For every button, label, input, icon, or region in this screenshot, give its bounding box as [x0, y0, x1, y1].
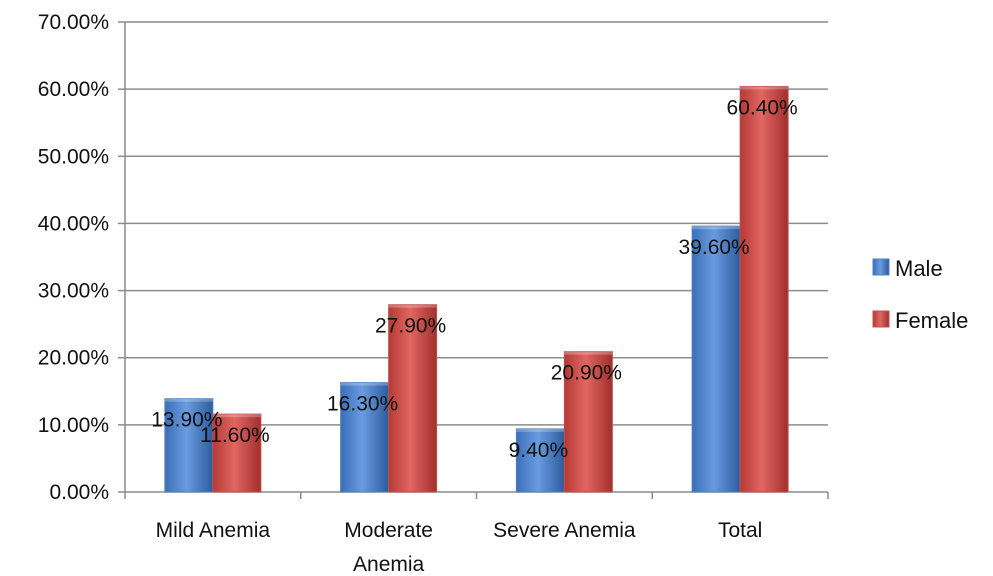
x-tick-label: Total	[718, 519, 762, 542]
legend-swatch-male	[872, 258, 890, 276]
x-tick-label: Severe Anemia	[493, 519, 636, 542]
bar-highlight	[164, 398, 213, 402]
gridlines	[125, 21, 828, 426]
bar-male	[515, 428, 565, 493]
x-tick-label-line: Mild Anemia	[156, 519, 271, 542]
bar-highlight	[740, 86, 789, 90]
legend-label: Male	[895, 256, 943, 281]
legend-swatch-female	[872, 310, 890, 328]
data-labels: 13.90%11.60% 16.30% 27.90% 9.40% 20.90% 39.60…	[151, 96, 797, 461]
data-label: 13.90%	[151, 409, 222, 432]
y-tick-label: 60.00%	[38, 78, 109, 101]
data-label: 60.40%	[727, 96, 798, 119]
axes: 0.00% 10.00% 20.00% 30.00% 40.00% 50.00% 60.00…	[38, 11, 829, 576]
data-label: 39.60%	[679, 236, 750, 259]
x-tick-label-line: Anemia	[353, 553, 425, 576]
x-tick-label-line: Severe Anemia	[493, 519, 636, 542]
bar-female	[388, 304, 438, 493]
y-tick-label: 50.00%	[38, 145, 109, 168]
bar-highlight	[692, 226, 741, 230]
bar-female	[739, 85, 789, 493]
bar-highlight	[340, 382, 389, 386]
y-tick-label: 40.00%	[38, 212, 109, 235]
y-tick-label: 0.00%	[49, 481, 109, 504]
data-label: 20.90%	[551, 362, 622, 385]
y-tick-label: 70.00%	[38, 11, 109, 34]
bars	[164, 85, 789, 493]
bar-highlight	[212, 414, 261, 418]
data-label: 16.30%	[327, 393, 398, 416]
y-tick-label: 30.00%	[38, 280, 109, 303]
legend-label: Female	[895, 308, 968, 333]
x-tick-label-line: Moderate	[344, 519, 433, 542]
data-label: 9.40%	[509, 439, 569, 462]
x-tick-label: Mild Anemia	[156, 519, 271, 542]
y-tick-label: 10.00%	[38, 414, 109, 437]
x-tick-label-line: Total	[718, 519, 762, 542]
bar-male	[340, 382, 390, 493]
x-tick-label: Moderate Anemia	[344, 519, 433, 576]
bar-male	[691, 225, 741, 493]
bar-highlight	[516, 428, 565, 432]
bar-male	[164, 398, 214, 493]
data-label: 27.90%	[375, 315, 446, 338]
y-tick-label: 20.00%	[38, 347, 109, 370]
bar-female	[563, 351, 613, 493]
bar-female	[212, 413, 262, 493]
bar-highlight	[564, 351, 613, 355]
bar-highlight	[388, 304, 437, 308]
data-label: 11.60%	[200, 424, 270, 447]
legend: Male Female	[872, 256, 968, 333]
